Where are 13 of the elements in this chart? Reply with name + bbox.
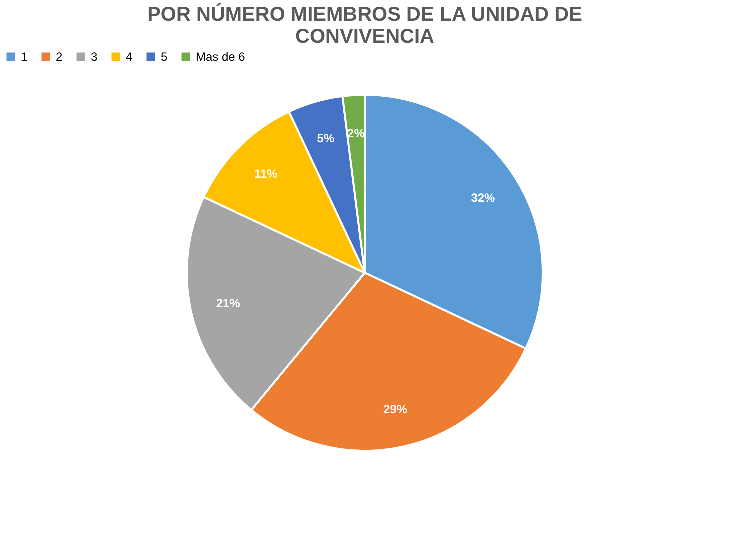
legend-label: 1 (21, 50, 28, 64)
legend-label: 3 (91, 50, 98, 64)
data-label: 32% (471, 190, 496, 205)
data-label: 21% (216, 296, 241, 311)
legend-label: 4 (126, 50, 133, 64)
legend-label: 5 (161, 50, 168, 64)
data-label: 5% (317, 132, 335, 146)
legend-label: Mas de 6 (196, 50, 246, 64)
data-label: 11% (254, 167, 278, 182)
legend-label: 2 (56, 50, 63, 64)
data-label: 29% (384, 402, 408, 417)
chart-title: POR NÚMERO MIEMBROS DE LA UNIDAD DE CONVIVENCIA (148, 3, 582, 48)
data-label: 2% (348, 126, 366, 140)
